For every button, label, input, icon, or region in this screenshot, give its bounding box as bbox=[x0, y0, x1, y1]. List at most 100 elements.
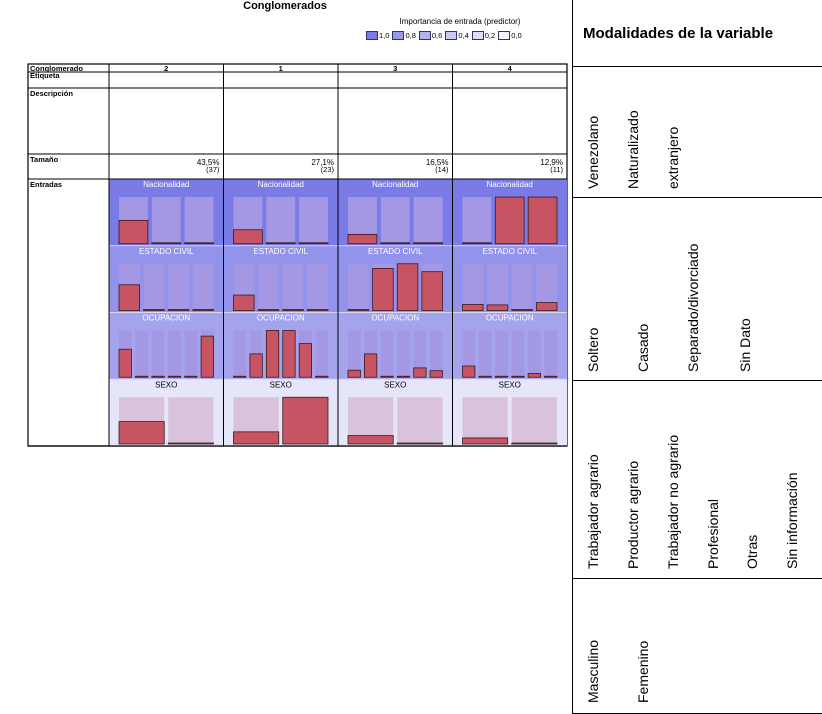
category-bar bbox=[151, 242, 182, 245]
cluster-size-count: (23) bbox=[321, 165, 335, 174]
category-bar bbox=[265, 330, 280, 378]
modality-label: Trabajador agrario bbox=[585, 454, 601, 569]
category-bar bbox=[233, 229, 263, 245]
legend-label: 0,4 bbox=[458, 30, 469, 40]
modalities-header: Modalidades de la variable bbox=[573, 0, 822, 67]
category-bar bbox=[413, 242, 443, 245]
cluster-size-count: (37) bbox=[206, 165, 220, 174]
cluster-size-count: (14) bbox=[435, 165, 449, 174]
legend-swatch bbox=[498, 30, 511, 40]
cluster-id: 2 bbox=[164, 64, 168, 73]
category-bar bbox=[265, 242, 296, 245]
category-background-bar bbox=[192, 263, 214, 311]
category-background-bar bbox=[487, 263, 508, 311]
category-background-bar bbox=[348, 263, 369, 311]
category-background-bar bbox=[151, 197, 181, 244]
category-bar bbox=[143, 309, 165, 311]
category-background-bar bbox=[168, 397, 214, 444]
modalities-group-ocupacion: Trabajador agrario Productor agrario Tra… bbox=[573, 381, 822, 579]
input-name-label: OCUPACION bbox=[486, 314, 534, 323]
category-background-bar bbox=[511, 397, 557, 444]
category-bar bbox=[192, 309, 214, 311]
category-bar bbox=[396, 442, 443, 445]
category-bar bbox=[298, 242, 329, 245]
category-background-bar bbox=[478, 330, 492, 378]
modalities-group-estado-civil: Soltero Casado Separado/divorciado Sin D… bbox=[573, 198, 822, 381]
category-bar bbox=[421, 271, 443, 311]
input-name-label: ESTADO CIVIL bbox=[253, 247, 308, 256]
category-bar bbox=[511, 309, 533, 311]
category-background-bar bbox=[413, 197, 443, 244]
category-background-bar bbox=[168, 263, 189, 311]
category-bar bbox=[347, 435, 394, 445]
category-bar bbox=[494, 375, 509, 378]
category-bar bbox=[151, 375, 165, 378]
category-background-bar bbox=[528, 330, 541, 378]
modality-label: extranjero bbox=[665, 126, 681, 189]
row-header: Entradas bbox=[30, 180, 62, 189]
category-bar bbox=[347, 309, 370, 311]
input-name-label: Nacionalidad bbox=[258, 180, 304, 189]
category-background-bar bbox=[536, 263, 557, 311]
cluster-size-count: (11) bbox=[550, 165, 563, 174]
category-bar bbox=[118, 348, 132, 378]
category-background-bar bbox=[184, 330, 198, 378]
category-bar bbox=[364, 353, 378, 378]
category-bar bbox=[184, 375, 198, 378]
legend-label: 0,8 bbox=[405, 30, 416, 40]
legend-swatch bbox=[366, 30, 378, 40]
category-bar bbox=[298, 343, 312, 378]
modality-label: Venezolano bbox=[585, 115, 601, 189]
category-bar bbox=[535, 302, 558, 311]
input-name-label: Nacionalidad bbox=[372, 180, 418, 189]
cluster-id: 4 bbox=[508, 64, 513, 73]
category-background-bar bbox=[511, 330, 525, 378]
row-header: Descripción bbox=[30, 89, 73, 98]
legend-item: 0,4 bbox=[445, 30, 469, 40]
input-name-label: OCUPACION bbox=[371, 314, 419, 323]
category-bar bbox=[167, 442, 214, 445]
modality-label: Femenino bbox=[635, 640, 651, 703]
category-background-bar bbox=[151, 330, 165, 378]
legend-item: 0,0 bbox=[498, 30, 522, 40]
input-name-label: ESTADO CIVIL bbox=[482, 247, 537, 256]
category-background-bar bbox=[233, 330, 246, 378]
category-bar bbox=[380, 242, 411, 245]
cluster-size-pct: 16,5% bbox=[426, 158, 449, 167]
modality-label: Sin información bbox=[784, 472, 800, 570]
legend-label: 0,0 bbox=[511, 30, 522, 40]
category-bar bbox=[494, 196, 525, 245]
category-bar bbox=[372, 268, 394, 311]
category-background-bar bbox=[462, 330, 475, 378]
category-background-bar bbox=[544, 330, 557, 378]
legend-label: 1,0 bbox=[379, 30, 390, 40]
category-bar bbox=[306, 309, 329, 311]
modality-label: Masculino bbox=[585, 639, 601, 703]
input-name-label: OCUPACION bbox=[142, 314, 190, 323]
category-background-bar bbox=[299, 197, 328, 244]
input-name-label: Nacionalidad bbox=[487, 180, 533, 189]
legend-swatch bbox=[471, 30, 484, 40]
category-bar bbox=[380, 375, 394, 378]
category-bar bbox=[200, 335, 214, 378]
cluster-size-pct: 12,9% bbox=[540, 158, 563, 167]
category-bar bbox=[282, 309, 304, 311]
category-bar bbox=[511, 442, 558, 445]
modality-label: Naturalizado bbox=[625, 110, 641, 189]
category-bar bbox=[413, 367, 427, 378]
cluster-size-pct: 27,1% bbox=[311, 158, 334, 167]
category-bar bbox=[527, 196, 558, 245]
legend-swatch bbox=[418, 30, 431, 40]
category-background-bar bbox=[462, 263, 484, 311]
category-background-bar bbox=[143, 263, 165, 311]
category-bar bbox=[167, 375, 182, 378]
category-bar bbox=[544, 375, 558, 378]
legend-title: Importancia de entrada (predictor) bbox=[399, 17, 521, 26]
category-background-bar bbox=[495, 330, 508, 378]
category-background-bar bbox=[413, 330, 427, 378]
legend-swatch bbox=[445, 30, 458, 40]
input-name-label: SEXO bbox=[384, 380, 406, 389]
category-bar bbox=[233, 375, 247, 378]
cluster-id: 3 bbox=[393, 64, 397, 73]
modality-label: Sin Dato bbox=[737, 318, 753, 372]
